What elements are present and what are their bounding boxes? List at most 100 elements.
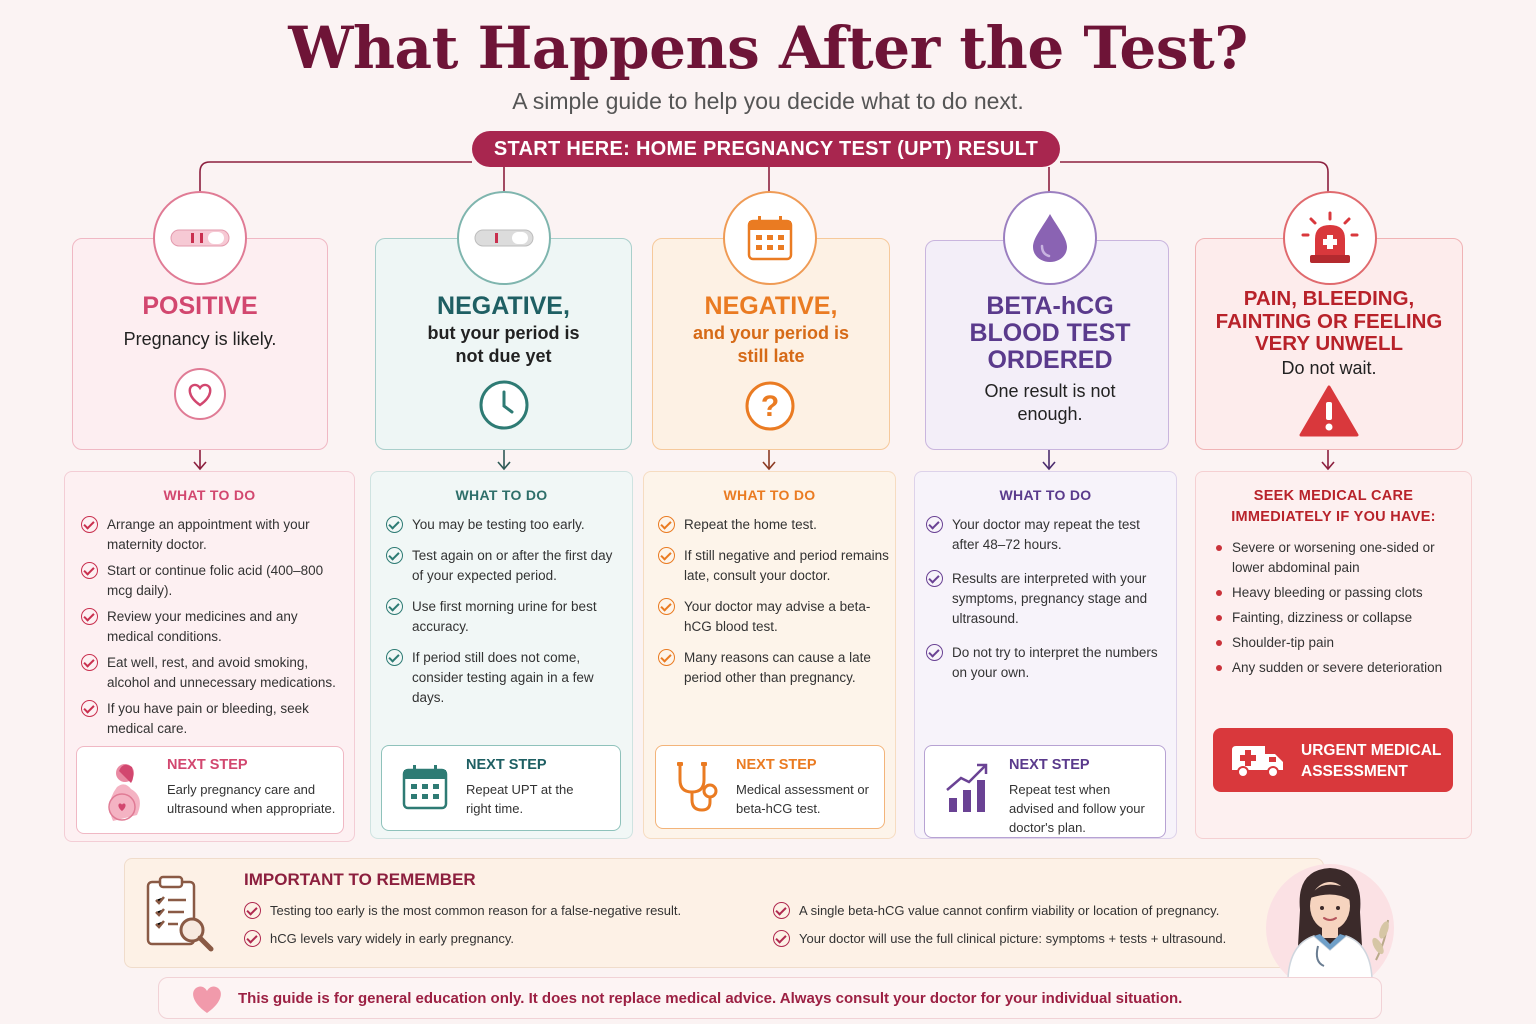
page-title: What Happens After the Test?: [288, 14, 1248, 82]
stethoscope-icon: [672, 760, 724, 821]
negative-late-next-step: NEXT STEP Medical assessment or beta-hCG…: [655, 745, 885, 829]
check-icon: [244, 902, 261, 919]
urgent-assessment-label: URGENT MEDICAL ASSESSMENT: [1301, 742, 1442, 780]
trend-chart-icon: [945, 760, 993, 821]
remember-panel: [124, 858, 1324, 968]
check-icon: [658, 516, 675, 533]
next-step-label: NEXT STEP: [466, 757, 547, 773]
list-item: If still negative and period remains lat…: [658, 546, 889, 586]
list-item: Repeat the home test.: [658, 515, 889, 535]
list-item: If period still does not come, consider …: [386, 648, 624, 708]
bullet-icon: [1216, 665, 1222, 671]
test-strip-icon: [457, 191, 551, 285]
list-item: Many reasons can cause a late period oth…: [658, 648, 889, 688]
list-item: A single beta-hCG value cannot confirm v…: [773, 902, 1219, 919]
question-icon: ?: [744, 380, 796, 437]
calendar-icon: [402, 764, 448, 815]
list-item: Do not try to interpret the numbers on y…: [926, 643, 1170, 683]
urgent-todo-title: SEEK MEDICAL CARE IMMEDIATELY IF YOU HAV…: [1231, 488, 1436, 525]
list-item: Eat well, rest, and avoid smoking, alcoh…: [81, 653, 344, 693]
urgent-assessment-badge: URGENT MEDICAL ASSESSMENT: [1213, 728, 1453, 792]
doctor-icon: [1258, 850, 1408, 992]
list-item: Your doctor may advise a beta-hCG blood …: [658, 597, 889, 637]
negative-early-subtitle: but your period is not due yet: [427, 323, 580, 366]
clock-icon: [478, 379, 530, 436]
blood-drop-icon: [1003, 191, 1097, 285]
list-item: Review your medicines and any medical co…: [81, 607, 344, 647]
check-icon: [386, 598, 403, 615]
disclaimer-text: This guide is for general education only…: [238, 990, 1183, 1007]
bullet-icon: [1216, 615, 1222, 621]
list-item: Shoulder-tip pain: [1212, 633, 1463, 653]
bullet-icon: [1216, 545, 1222, 551]
beta-hcg-todo-title: WHAT TO DO: [999, 487, 1092, 503]
negative-late-subtitle: and your period is still late: [692, 323, 850, 366]
disclaimer-bar: [158, 977, 1382, 1019]
urgent-title: PAIN, BLEEDING, FAINTING OR FEELING VERY…: [1215, 287, 1443, 355]
list-item: Any sudden or severe deterioration: [1212, 658, 1463, 678]
list-item: Testing too early is the most common rea…: [244, 902, 681, 919]
check-icon: [658, 547, 675, 564]
beta-hcg-next-step: NEXT STEP Repeat test when advised and f…: [924, 745, 1166, 838]
positive-next-step: NEXT STEP Early pregnancy care and ultra…: [76, 746, 344, 834]
check-icon: [773, 902, 790, 919]
negative-late-todo-title: WHAT TO DO: [723, 487, 816, 503]
page-subtitle: A simple guide to help you decide what t…: [512, 88, 1024, 114]
check-icon: [926, 644, 943, 661]
check-icon: [658, 598, 675, 615]
check-icon: [81, 700, 98, 717]
list-item: Test again on or after the first day of …: [386, 546, 624, 586]
bullet-icon: [1216, 590, 1222, 596]
list-item: Use first morning urine for best accurac…: [386, 597, 624, 637]
list-item: Your doctor may repeat the test after 48…: [926, 515, 1170, 555]
siren-icon: [1283, 191, 1377, 285]
positive-todo-title: WHAT TO DO: [163, 487, 256, 503]
list-item: Heavy bleeding or passing clots: [1212, 583, 1463, 603]
check-icon: [81, 654, 98, 671]
next-step-label: NEXT STEP: [736, 757, 817, 773]
list-item: hCG levels vary widely in early pregnanc…: [244, 930, 514, 947]
check-icon: [773, 930, 790, 947]
heart-icon: [189, 984, 225, 1019]
calendar-icon: [723, 191, 817, 285]
check-icon: [386, 649, 403, 666]
urgent-subtitle: Do not wait.: [1281, 358, 1377, 378]
list-item: Fainting, dizziness or collapse: [1212, 608, 1463, 628]
negative-early-todo-title: WHAT TO DO: [455, 487, 548, 503]
check-icon: [926, 516, 943, 533]
negative-early-next-step: NEXT STEP Repeat UPT at the right time.: [381, 745, 621, 831]
list-item: Your doctor will use the full clinical p…: [773, 930, 1226, 947]
svg-text:?: ?: [761, 390, 779, 423]
list-item: Severe or worsening one-sided or lower a…: [1212, 538, 1463, 578]
check-icon: [81, 608, 98, 625]
pregnant-woman-icon: [99, 757, 151, 834]
list-item: Arrange an appointment with your materni…: [81, 515, 344, 555]
beta-hcg-subtitle: One result is not enough.: [984, 381, 1116, 424]
test-strip-icon: [153, 191, 247, 285]
heart-icon: [173, 367, 227, 426]
next-step-text: Repeat test when advised and follow your…: [1009, 782, 1145, 835]
start-banner: START HERE: HOME PREGNANCY TEST (UPT) RE…: [472, 131, 1060, 167]
list-item: Start or continue folic acid (400–800 mc…: [81, 561, 344, 601]
list-item: You may be testing too early.: [386, 515, 624, 535]
ambulance-icon: [1229, 740, 1287, 785]
negative-late-title: NEGATIVE,: [704, 292, 838, 320]
check-icon: [244, 930, 261, 947]
positive-title: POSITIVE: [142, 292, 258, 320]
bullet-icon: [1216, 640, 1222, 646]
check-icon: [658, 649, 675, 666]
next-step-text: Medical assessment or beta-hCG test.: [736, 782, 869, 816]
next-step-label: NEXT STEP: [167, 757, 248, 773]
check-icon: [386, 547, 403, 564]
list-item: If you have pain or bleeding, seek medic…: [81, 699, 344, 739]
check-icon: [386, 516, 403, 533]
positive-subtitle: Pregnancy is likely.: [123, 329, 277, 349]
beta-hcg-title: BETA-hCG BLOOD TEST ORDERED: [969, 292, 1131, 374]
check-icon: [81, 516, 98, 533]
next-step-label: NEXT STEP: [1009, 757, 1090, 773]
check-icon: [926, 570, 943, 587]
next-step-text: Repeat UPT at the right time.: [466, 782, 574, 816]
check-icon: [81, 562, 98, 579]
negative-early-title: NEGATIVE,: [437, 292, 570, 320]
next-step-text: Early pregnancy care and ultrasound when…: [167, 782, 336, 816]
